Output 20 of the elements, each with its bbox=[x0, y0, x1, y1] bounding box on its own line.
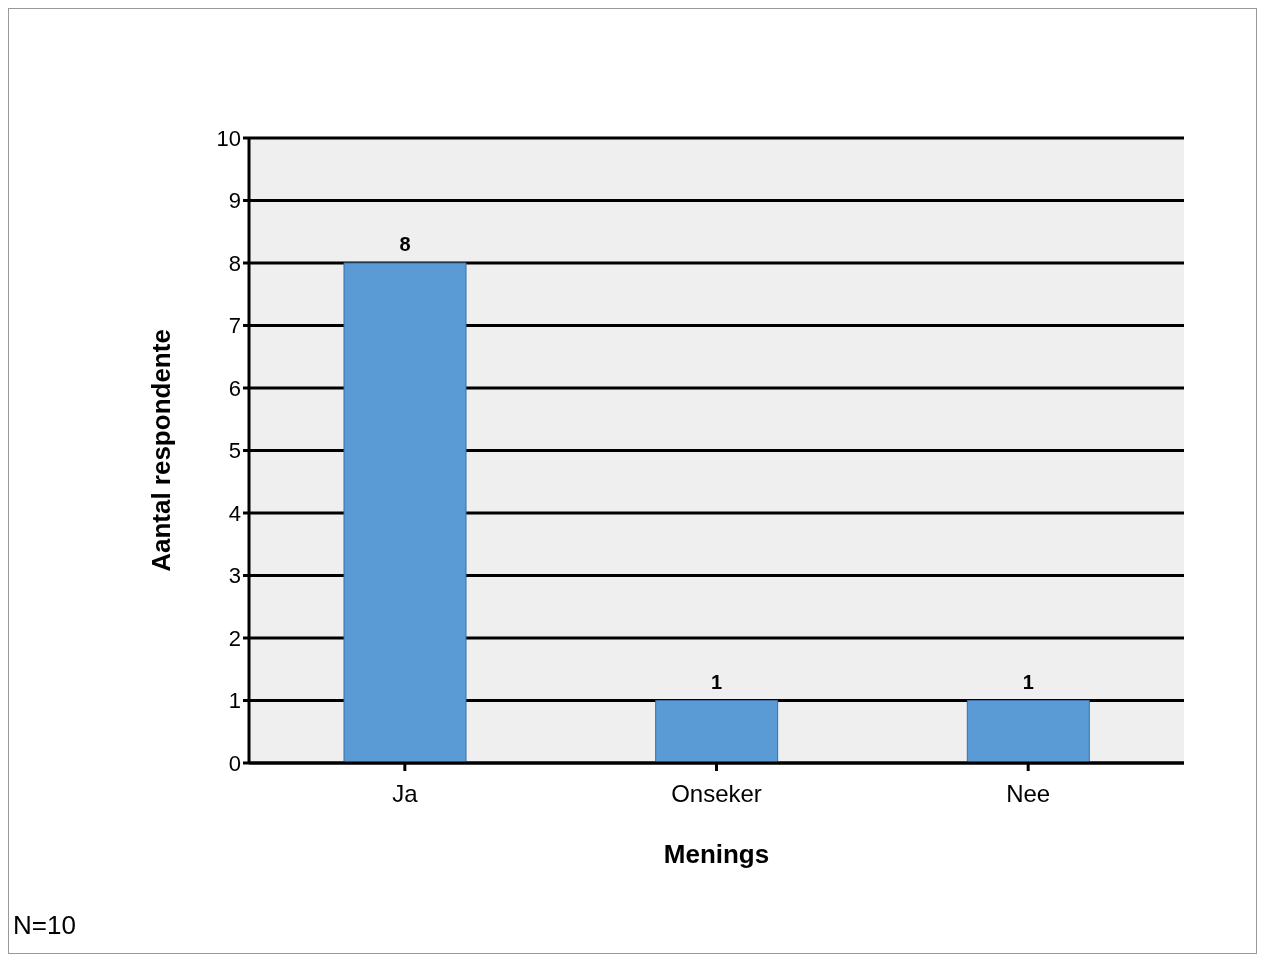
x-tick-label: Ja bbox=[392, 780, 419, 808]
y-tick-label: 7 bbox=[228, 313, 241, 339]
x-axis-title: Menings bbox=[663, 839, 770, 869]
y-tick-label: 10 bbox=[216, 125, 241, 151]
y-axis-title: Aantal respondente bbox=[146, 329, 177, 572]
y-tick-label: 8 bbox=[228, 250, 241, 276]
y-tick-label: 0 bbox=[228, 750, 241, 776]
data-label: 1 bbox=[711, 670, 723, 693]
x-tick-label: Nee bbox=[1006, 780, 1051, 808]
x-tick-label: Onseker bbox=[671, 780, 762, 808]
data-label: 8 bbox=[399, 233, 411, 255]
y-tick-label: 9 bbox=[228, 188, 241, 214]
y-tick-label: 6 bbox=[228, 375, 241, 401]
y-tick-label: 4 bbox=[228, 500, 241, 526]
data-label: 1 bbox=[1022, 670, 1034, 693]
text: N=10 bbox=[13, 910, 76, 941]
y-tick-label: 1 bbox=[228, 688, 241, 714]
y-tick-label: 2 bbox=[228, 625, 241, 651]
y-tick-label: 5 bbox=[228, 438, 241, 464]
y-tick-label: 3 bbox=[228, 563, 241, 589]
